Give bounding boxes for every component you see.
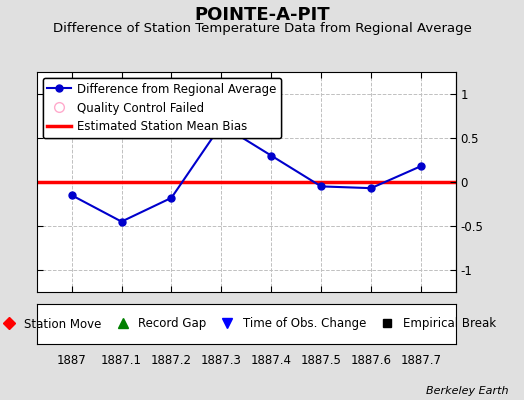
Legend: Station Move, Record Gap, Time of Obs. Change, Empirical Break: Station Move, Record Gap, Time of Obs. C…	[0, 313, 500, 335]
Legend: Difference from Regional Average, Quality Control Failed, Estimated Station Mean: Difference from Regional Average, Qualit…	[42, 78, 281, 138]
Text: 1887.2: 1887.2	[151, 354, 192, 367]
Text: 1887.7: 1887.7	[400, 354, 441, 367]
Text: 1887.6: 1887.6	[351, 354, 391, 367]
Text: POINTE-A-PIT: POINTE-A-PIT	[194, 6, 330, 24]
Text: Difference of Station Temperature Data from Regional Average: Difference of Station Temperature Data f…	[52, 22, 472, 35]
Text: Berkeley Earth: Berkeley Earth	[426, 386, 508, 396]
Text: 1887.1: 1887.1	[101, 354, 142, 367]
Text: 1887.5: 1887.5	[301, 354, 342, 367]
Text: 1887.3: 1887.3	[201, 354, 242, 367]
Text: 1887: 1887	[57, 354, 86, 367]
Text: 1887.4: 1887.4	[250, 354, 292, 367]
